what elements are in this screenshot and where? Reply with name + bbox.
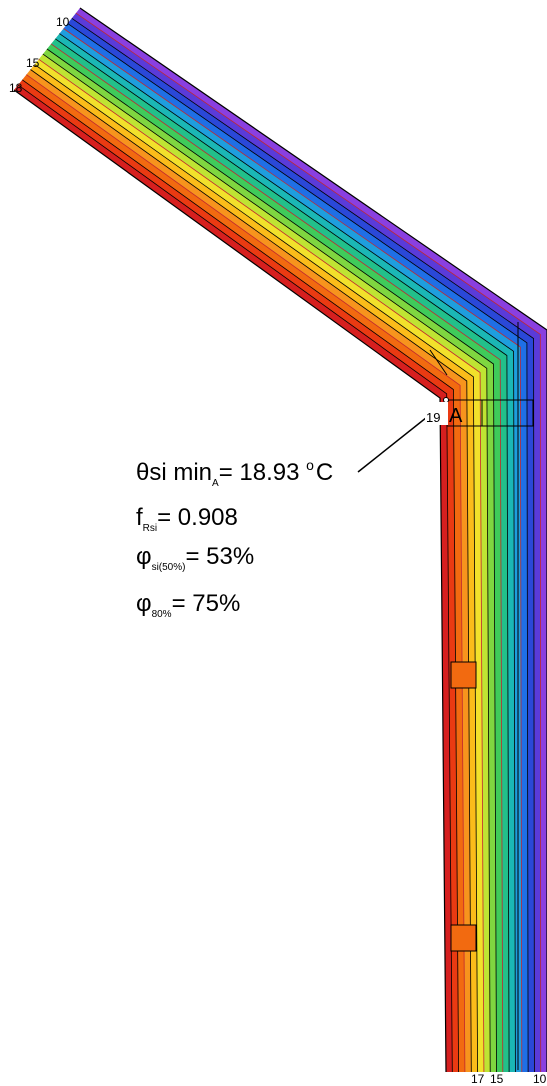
isotherm-line bbox=[75, 12, 542, 1073]
isotherm-label-bottom-15: 15 bbox=[490, 1072, 504, 1086]
isotherm-label-bottom-17: 17 bbox=[471, 1072, 485, 1086]
isotherm-label-top-10: 10 bbox=[56, 15, 70, 29]
label-box-19 bbox=[425, 402, 448, 425]
structure-outlines bbox=[429, 322, 534, 1070]
isotherm-lines bbox=[13, 7, 547, 1073]
point-a-marker bbox=[443, 397, 449, 403]
phi-si50-line: φsi(50%)= 53% bbox=[136, 543, 254, 573]
isotherm-line bbox=[38, 58, 485, 1073]
isotherm-line bbox=[59, 33, 516, 1073]
frsi-line: fRsi= 0.908 bbox=[136, 504, 238, 534]
isotherm-line bbox=[79, 7, 547, 1072]
theta-value: = 18.93 bbox=[218, 459, 307, 486]
isotherm-line bbox=[46, 48, 497, 1073]
phi80-sub: 80% bbox=[151, 609, 172, 620]
f-sub: Rsi bbox=[142, 523, 158, 534]
isotherm-line bbox=[13, 89, 447, 1073]
phi80-value: = 75% bbox=[171, 590, 241, 617]
theta-text: si min bbox=[149, 459, 213, 486]
theta-sub: A bbox=[212, 478, 219, 489]
isotherm-line bbox=[17, 84, 453, 1073]
isotherm-line bbox=[55, 38, 510, 1073]
isotherm-line bbox=[50, 43, 504, 1073]
f-symbol: f bbox=[136, 504, 143, 531]
isotherm-line bbox=[26, 74, 466, 1073]
theta-degree: o bbox=[306, 457, 314, 473]
phi50-value: = 53% bbox=[185, 543, 255, 570]
isotherm-line bbox=[34, 64, 478, 1073]
temperature-bands bbox=[14, 8, 547, 1073]
isotherm-line bbox=[71, 17, 535, 1073]
theta-unit: C bbox=[315, 459, 334, 486]
theta-symbol: θ bbox=[136, 459, 150, 486]
isotherm-label-19: 19 bbox=[426, 410, 440, 425]
isotherm-line bbox=[42, 53, 491, 1073]
point-label-a: A bbox=[449, 405, 463, 427]
phi80-line: φ80%= 75% bbox=[136, 590, 240, 620]
phi80-symbol: φ bbox=[136, 590, 152, 617]
phi50-symbol: φ bbox=[136, 543, 152, 570]
isotherm-line bbox=[67, 23, 529, 1073]
isotherm-label-top-18: 18 bbox=[9, 81, 23, 95]
isotherm-line bbox=[63, 28, 523, 1073]
isotherm-label-bottom-10: 10 bbox=[533, 1072, 547, 1086]
isotherm-line bbox=[30, 69, 472, 1073]
phi50-sub: si(50%) bbox=[151, 562, 186, 573]
isotherm-label-top-15: 15 bbox=[26, 56, 40, 70]
f-value: = 0.908 bbox=[157, 504, 238, 531]
theta-si-min-line: θsi minA= 18.93 oC bbox=[136, 457, 333, 489]
isotherm-line bbox=[22, 79, 459, 1073]
